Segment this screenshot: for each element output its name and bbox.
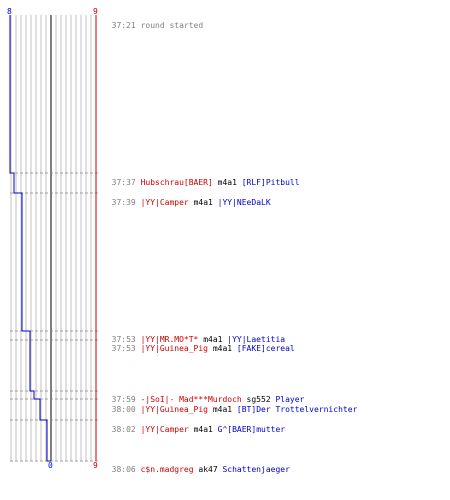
killer-name: |YY|Camper (140, 198, 189, 207)
log-entry: 38:00 |YY|Guinea_Pig m4a1 [BT]Der Trotte… (102, 396, 358, 414)
killer-name: |YY|MR.MO*T* (140, 335, 199, 344)
weapon-name: m4a1 (193, 198, 213, 207)
event-time: 37:53 (111, 344, 136, 353)
killer-name: -|SoI|- Mad***Murdoch (140, 395, 242, 404)
victim-name: Schattenjaeger (222, 465, 290, 474)
weapon-name: m4a1 (203, 335, 223, 344)
event-time: 38:02 (111, 425, 136, 434)
victim-name: Player (275, 395, 305, 404)
event-time: 37:53 (111, 335, 136, 344)
team-b-end-count: 9 (93, 461, 98, 470)
kill-timeline-graph (9, 15, 100, 462)
victim-name: |YY|Laetitia (227, 335, 286, 344)
victim-name: [BT]Der Trottelvernichter (236, 405, 358, 414)
log-entry: 37:59 -|SoI|- Mad***Murdoch sg552 Player (102, 386, 305, 404)
log-entry: 37:37 Hubschrau[BAER] m4a1 [RLF]Pitbull (102, 169, 300, 187)
killer-name: |YY|Guinea_Pig (140, 405, 208, 414)
log-entry: 37:21 round started (102, 12, 204, 30)
team-a-end-count: 0 (48, 461, 53, 470)
grid-vertical-lines (10, 15, 92, 461)
victim-name: G^[BAER]mutter (217, 425, 286, 434)
victim-name: [RLF]Pitbull (241, 178, 300, 187)
weapon-name: ak47 (198, 465, 218, 474)
weapon-name: m4a1 (193, 425, 213, 434)
weapon-name: m4a1 (212, 405, 233, 414)
event-time: 37:37 (111, 178, 136, 187)
event-time: 37:21 (111, 21, 136, 30)
event-time: 37:59 (111, 395, 136, 404)
killer-name: Hubschrau[BAER] (140, 178, 213, 187)
log-entry: 38:06 c$n.madgreg ak47 Schattenjaeger (102, 456, 290, 474)
team-b-start-count: 9 (93, 7, 98, 16)
event-time: 38:06 (111, 465, 136, 474)
weapon-name: m4a1 (212, 344, 233, 353)
event-time: 38:00 (111, 405, 136, 414)
log-entry: 37:53 |YY|Guinea_Pig m4a1 [FAKE]cereal (102, 335, 295, 353)
killer-name: |YY|Camper (140, 425, 189, 434)
killer-name: |YY|Guinea_Pig (140, 344, 208, 353)
event-dashed-lines (10, 172, 100, 462)
log-entry: 37:39 |YY|Camper m4a1 |YY|NEeDaLK (102, 189, 271, 207)
weapon-name: sg552 (246, 395, 271, 404)
log-entry: 38:02 |YY|Camper m4a1 G^[BAER]mutter (102, 416, 285, 434)
event-text: round started (140, 21, 204, 30)
victim-name: |YY|NEeDaLK (217, 198, 271, 207)
killer-name: c$n.madgreg (140, 465, 194, 474)
weapon-name: m4a1 (217, 178, 237, 187)
log-entry: 37:53 |YY|MR.MO*T* m4a1 |YY|Laetitia (102, 326, 285, 344)
victim-name: [FAKE]cereal (236, 344, 295, 353)
event-time: 37:39 (111, 198, 136, 207)
team-a-step-line (9, 15, 51, 462)
team-a-start-count: 8 (7, 7, 12, 16)
